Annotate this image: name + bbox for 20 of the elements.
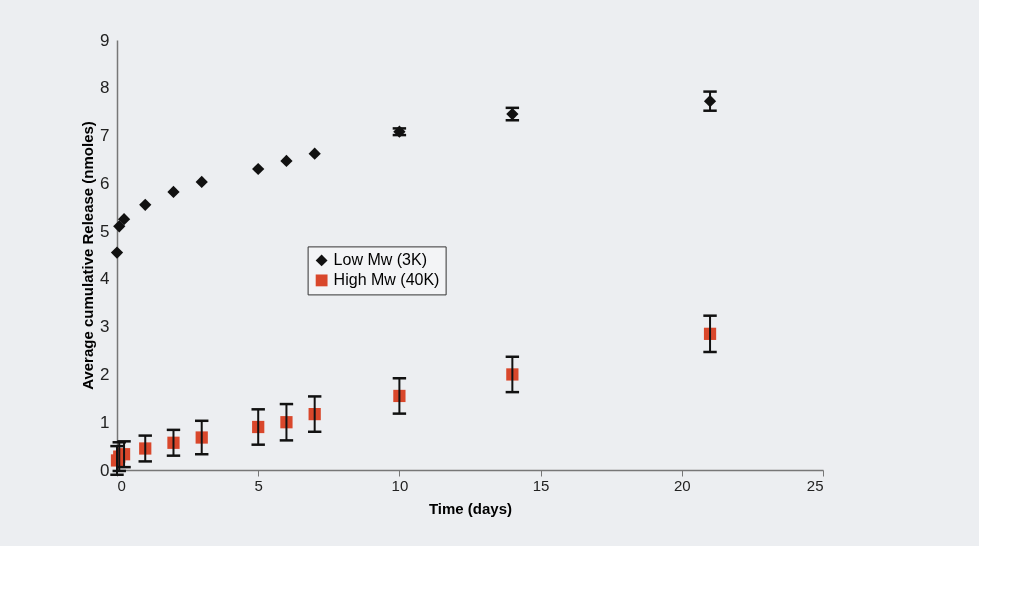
x-tick-label: 0 [117, 476, 126, 494]
y-tick-label: 8 [100, 78, 110, 98]
y-tick-label: 5 [100, 221, 110, 241]
y-tick-label: 6 [100, 173, 110, 193]
x-tick-label: 20 [673, 476, 691, 494]
y-tick-label: 1 [100, 412, 110, 432]
legend-label: Low Mw (3K) [333, 251, 427, 269]
x-tick-label: 15 [532, 476, 550, 494]
x-tick-label: 10 [391, 476, 409, 494]
y-tick-label: 0 [100, 460, 110, 480]
y-axis-title: Average cumulative Release (nmoles) [79, 121, 97, 390]
legend-label: High Mw (40K) [333, 271, 440, 289]
y-tick-label: 2 [100, 364, 110, 384]
y-tick-label: 9 [100, 30, 110, 50]
x-tick-label: 5 [254, 476, 263, 494]
y-tick-label: 4 [100, 269, 110, 289]
y-tick-label: 7 [100, 126, 110, 146]
y-tick-label: 3 [100, 317, 110, 337]
x-tick-label: 25 [806, 476, 824, 494]
x-axis-title: Time (days) [428, 499, 513, 517]
